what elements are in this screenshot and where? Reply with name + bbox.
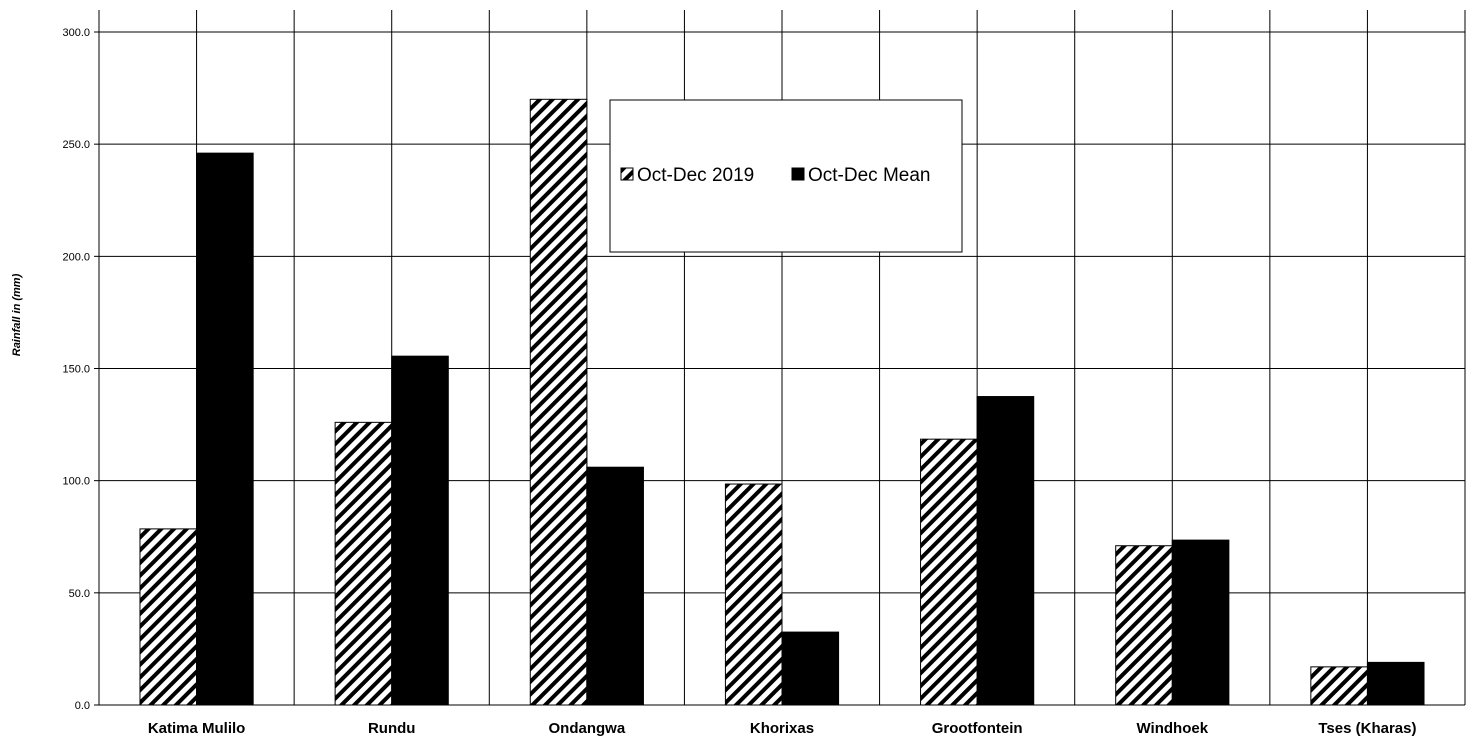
- bar-oct-dec-2019-2: [529, 98, 588, 706]
- bar-oct-dec-2019-6: [1310, 666, 1368, 706]
- y-tick-label: 50.0: [69, 588, 90, 600]
- y-tick-label: 250.0: [62, 139, 90, 151]
- x-tick-label: Rundu: [368, 720, 415, 737]
- bar-oct-dec-2019-3: [724, 483, 783, 706]
- bar-oct-dec-mean-4: [976, 396, 1035, 706]
- legend-label-series-1: Oct-Dec 2019: [637, 165, 754, 186]
- x-tick-label: Grootfontein: [932, 720, 1023, 737]
- x-tick-label: Ondangwa: [549, 720, 626, 737]
- bars: [139, 98, 1425, 706]
- legend-swatch-solid: [791, 167, 805, 181]
- x-tick-label: Windhoek: [1137, 720, 1209, 737]
- bar-oct-dec-mean-1: [391, 355, 449, 706]
- y-tick-label: 150.0: [62, 364, 90, 376]
- bar-oct-dec-mean-3: [781, 631, 840, 706]
- bar-oct-dec-2019-0: [139, 528, 198, 706]
- bar-oct-dec-2019-1: [334, 421, 393, 706]
- bar-oct-dec-2019-4: [920, 438, 978, 706]
- bar-oct-dec-mean-6: [1366, 661, 1425, 706]
- x-tick-label: Khorixas: [750, 720, 814, 737]
- bar-oct-dec-mean-2: [586, 466, 644, 706]
- legend-box: [609, 99, 963, 253]
- axes: 0.0 50.0 100.0 150.0 200.0 250.0 300.0 Katima M…: [62, 10, 1465, 737]
- y-axis-title: Rainfall in (mm): [11, 273, 23, 356]
- y-tick-label: 200.0: [62, 251, 90, 263]
- legend-label-series-2: Oct-Dec Mean: [808, 165, 930, 186]
- legend-swatch-hatched: [620, 167, 634, 181]
- y-tick-label: 100.0: [62, 476, 90, 488]
- legend: Oct-Dec 2019 Oct-Dec Mean: [609, 99, 963, 253]
- x-tick-label: Katima Mulilo: [148, 720, 246, 737]
- y-tick-label: 300.0: [62, 27, 90, 39]
- x-tick-label: Tses (Kharas): [1318, 720, 1416, 737]
- bar-oct-dec-mean-0: [196, 152, 254, 706]
- y-tick-label: 0.0: [75, 700, 90, 712]
- bar-oct-dec-mean-5: [1171, 539, 1230, 706]
- bar-oct-dec-2019-5: [1115, 545, 1173, 706]
